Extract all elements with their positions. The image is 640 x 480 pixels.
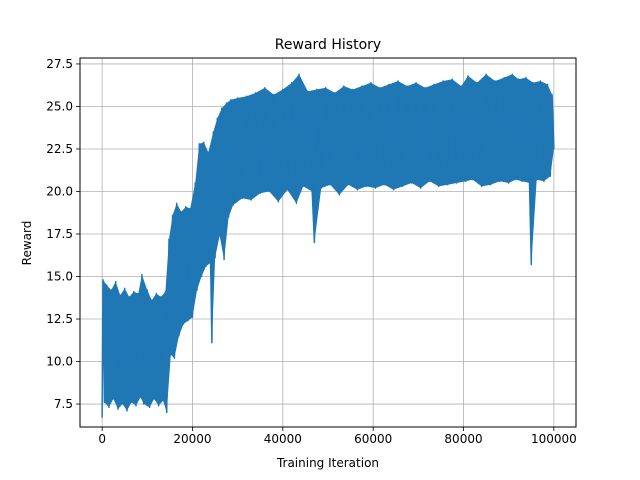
reward-band-fill xyxy=(103,74,554,413)
x-tick-label: 0 xyxy=(98,432,106,446)
x-tick-label: 20000 xyxy=(173,432,211,446)
x-axis-ticks: 0 20000 40000 60000 80000 100000 xyxy=(98,427,577,446)
y-axis-ticks: 7.5 10.0 12.5 15.0 17.5 20.0 22.5 25.0 27.5 xyxy=(46,57,80,411)
y-tick-label: 17.5 xyxy=(46,227,73,241)
y-tick-label: 10.0 xyxy=(46,355,73,369)
y-tick-label: 25.0 xyxy=(46,99,73,113)
y-tick-label: 27.5 xyxy=(46,57,73,71)
reward-series-line xyxy=(101,73,555,418)
y-tick-label: 20.0 xyxy=(46,184,73,198)
x-axis-label: Training Iteration xyxy=(276,456,379,470)
x-tick-label: 60000 xyxy=(354,432,392,446)
chart-title: Reward History xyxy=(275,37,381,53)
y-tick-label: 7.5 xyxy=(54,397,73,411)
y-tick-label: 22.5 xyxy=(46,142,73,156)
x-tick-label: 100000 xyxy=(531,432,577,446)
plot-frame xyxy=(79,57,577,428)
y-tick-label: 15.0 xyxy=(46,270,73,284)
x-tick-label: 40000 xyxy=(264,432,302,446)
reward-line xyxy=(101,73,555,418)
y-axis-label: Reward xyxy=(20,221,34,266)
y-tick-label: 12.5 xyxy=(46,312,73,326)
reward-band xyxy=(103,74,554,413)
x-tick-label: 80000 xyxy=(444,432,482,446)
